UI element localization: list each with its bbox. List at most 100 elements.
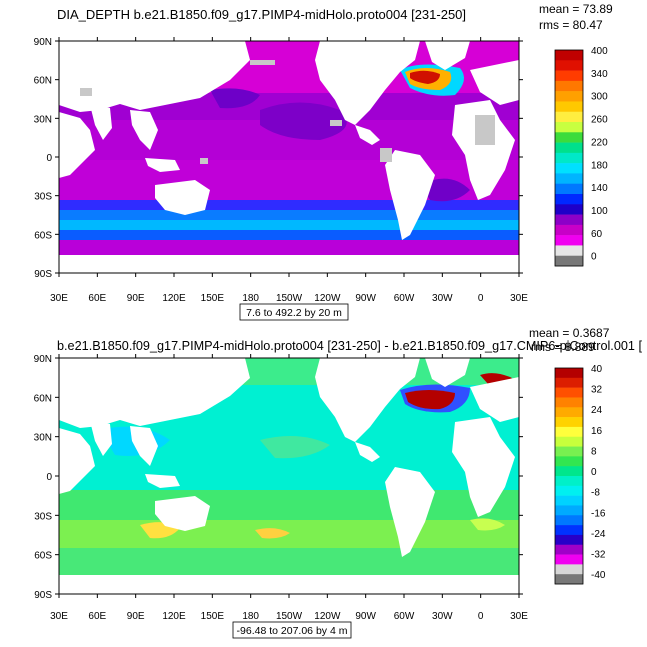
colorbar-label: 0 (591, 467, 597, 478)
panel-top-rms: rms = 80.47 (539, 18, 603, 32)
colorbar-swatch (555, 132, 583, 143)
lon-label: 60W (394, 293, 415, 304)
colorbar-swatch (555, 505, 583, 516)
lat-label: 90S (34, 269, 52, 280)
lon-label: 60W (394, 611, 415, 622)
panel-bottom-mean: mean = 0.3687 (529, 326, 610, 340)
shading-blob (59, 548, 519, 575)
colorbar-swatch (555, 163, 583, 174)
lon-label: 60E (88, 293, 106, 304)
shading-blob (59, 490, 519, 520)
lon-tick-labels-top: 30E 60E 90E 120E 150E 180 150W 120W 90W 60W 30W 0 30… (50, 37, 528, 304)
colorbar-swatch (555, 60, 583, 71)
lon-label: 180 (242, 611, 259, 622)
range-note-bottom: -96.48 to 207.06 by 4 m (237, 625, 348, 637)
shading-band (59, 230, 519, 240)
lon-label: 30E (510, 611, 528, 622)
colorbar-swatch (555, 80, 583, 92)
panel-top-mean: mean = 73.89 (539, 2, 613, 16)
colorbar-label: -8 (591, 488, 600, 499)
lon-label: 120E (162, 293, 186, 304)
lat-tick-labels-top: 90N 60N 30N 0 30S 60S 90S (34, 37, 523, 280)
lon-label: 0 (478, 293, 484, 304)
colorbar-swatch (555, 377, 583, 388)
panel-top: DIA_DEPTH b.e21.B1850.f09_g17.PIMP4-midH… (34, 2, 613, 321)
colorbar-label: 340 (591, 69, 608, 80)
colorbar-swatch (555, 111, 583, 123)
panel-top-title: DIA_DEPTH b.e21.B1850.f09_g17.PIMP4-midH… (57, 7, 466, 22)
range-box-top (239, 303, 349, 321)
colorbar-swatch (555, 122, 583, 133)
lat-label: 30N (34, 114, 52, 125)
shading-band (59, 220, 519, 230)
colorbar-swatch (555, 142, 583, 154)
colorbar-swatch (555, 407, 583, 418)
range-box-bottom (232, 621, 352, 639)
shading-band (59, 200, 519, 210)
colorbar-swatch (555, 173, 583, 185)
lon-label: 120E (162, 611, 186, 622)
panel-bottom-rms: rms = 8.889 (531, 340, 595, 354)
colorbar-label: 32 (591, 385, 603, 396)
colorbar-swatch (555, 574, 583, 585)
colorbar-swatch (555, 368, 583, 379)
colorbar-swatch (555, 255, 583, 267)
lon-label: 0 (478, 611, 484, 622)
colorbar-swatch (555, 417, 583, 428)
colorbar-swatch (555, 214, 583, 226)
colorbar-swatch (555, 446, 583, 457)
colorbar-swatch (555, 224, 583, 236)
lat-label: 60N (34, 76, 52, 87)
colorbar-swatch (555, 554, 583, 565)
shading-blob (59, 520, 519, 548)
shading-blob (470, 518, 505, 531)
map-top (59, 41, 519, 273)
colorbar-label: -16 (591, 508, 606, 519)
lon-label: 30W (432, 293, 453, 304)
colorbar-swatch (555, 485, 583, 496)
panel-bottom-title: b.e21.B1850.f09_g17.PIMP4-midHolo.proto0… (57, 338, 642, 353)
colorbar-label: 16 (591, 426, 603, 437)
lon-label: 30E (510, 293, 528, 304)
lon-label: 180 (242, 293, 259, 304)
lon-label: 30E (50, 611, 68, 622)
missing-top (80, 60, 495, 164)
shading-blob (260, 102, 347, 140)
lon-label: 90W (355, 611, 376, 622)
colorbar-swatch (555, 476, 583, 487)
colorbar-label: 400 (591, 46, 608, 57)
colorbar-top: 400 340 300 260 220 180 140 100 60 0 (554, 46, 608, 267)
colorbar-swatch (555, 245, 583, 257)
lat-tick-labels-bottom: 90N 60N 30N 0 30S 60S 90S (34, 354, 523, 601)
lat-label: 90N (34, 354, 52, 365)
colorbar-swatch (555, 101, 583, 113)
colorbar-label: 40 (591, 364, 603, 375)
lat-label: 0 (46, 153, 52, 164)
colorbar-swatch (555, 152, 583, 164)
colorbar-swatch (555, 387, 583, 398)
lat-label: 60S (34, 551, 52, 562)
colorbar-label: 300 (591, 92, 608, 103)
lon-label: 120W (314, 611, 341, 622)
colorbar-frame (554, 367, 584, 585)
colorbar-label: 180 (591, 160, 608, 171)
colorbar-label: -40 (591, 570, 606, 581)
shading-blob (420, 178, 470, 202)
lon-label: 90E (127, 293, 145, 304)
colorbar-swatch (555, 183, 583, 195)
colorbar-swatch (555, 426, 583, 438)
lat-label: 0 (46, 472, 52, 483)
colorbar-swatch (555, 235, 583, 246)
shading-blob (410, 70, 440, 84)
colorbar-swatch (555, 204, 583, 215)
colorbar-label: 24 (591, 405, 603, 416)
map-bottom (59, 358, 519, 594)
shading-band (59, 210, 519, 220)
land-bottom (59, 358, 519, 594)
lat-label: 90N (34, 37, 52, 48)
colorbar-swatch (555, 466, 583, 477)
colorbar-swatch (555, 456, 583, 467)
shading-blob (260, 436, 330, 459)
shading-blob (255, 528, 290, 539)
